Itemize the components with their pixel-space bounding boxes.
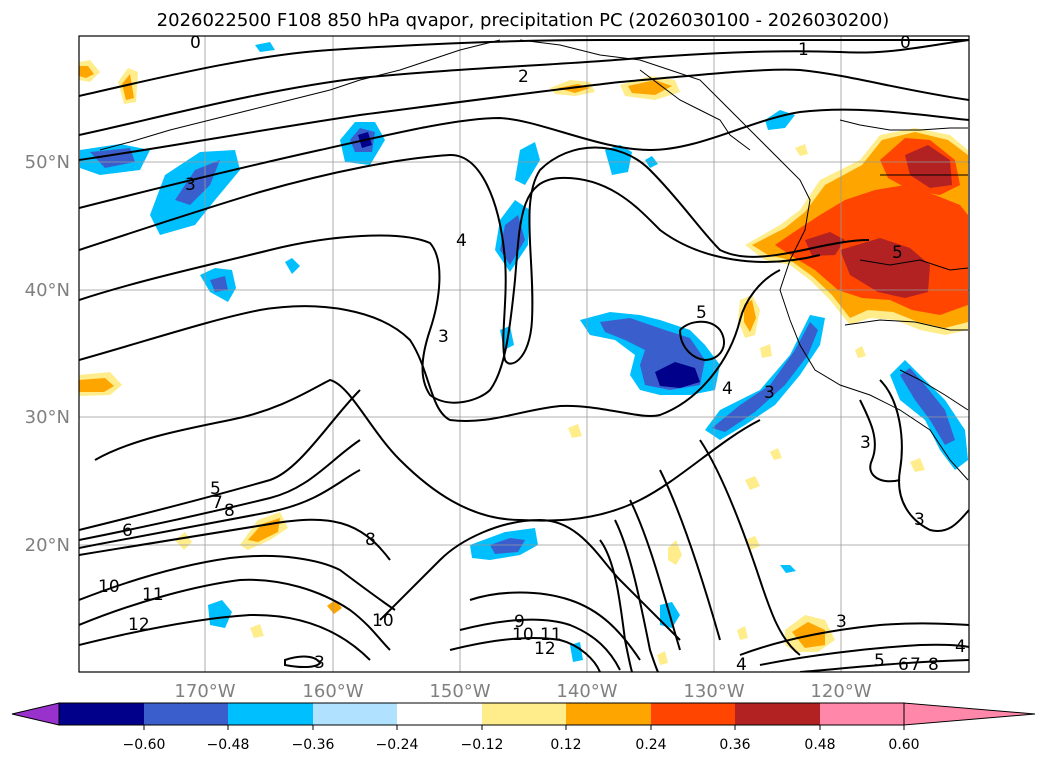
contour-label: 11 [540,625,562,645]
lon-label: 160°W [302,681,363,702]
contour-label: 12 [128,615,150,635]
contour-label: 3 [836,612,847,632]
colorbar-segment [651,703,735,725]
colorbar-tick-label: −0.24 [376,737,419,753]
contour-label: 0 [190,33,201,53]
lat-label: 30°N [25,407,70,428]
colorbar-tick-label: 0.12 [550,737,581,753]
longitude-labels: 170°W 160°W 150°W 140°W 130°W 120°W [174,681,871,702]
colorbar-tick-label: −0.60 [123,737,166,753]
colorbar-tick-label: −0.48 [207,737,250,753]
colorbar-segment [566,703,651,725]
lon-label: 120°W [810,681,871,702]
precip-positive-shading [79,60,968,665]
contour-label: 3 [914,510,925,530]
lon-label: 130°W [683,681,744,702]
colorbar-segment [482,703,566,725]
lat-label: 20°N [25,535,70,556]
contour-label: 4 [722,379,733,399]
contour-label: 10 [372,611,394,631]
contour-label: 6 [122,521,133,541]
colorbar-segment [59,703,144,725]
map-content: 0 0 1 2 3 4 3 5 4 3 5 3 3 5 7 8 6 8 10 1… [79,33,969,675]
contour-labels: 0 0 1 2 3 4 3 5 4 3 5 3 3 5 7 8 6 8 10 1… [98,33,966,675]
contour-label: 2 [518,67,529,87]
lon-label: 170°W [174,681,235,702]
contour-label: 4 [456,231,467,251]
contour-label: 0 [900,33,911,53]
map-frame [78,35,970,673]
contour-label: 1 [798,40,809,60]
contour-label: 10 [98,577,120,597]
colorbar-segment [735,703,820,725]
contour-label: 10 [512,625,534,645]
contour-label: 12 [534,639,556,659]
latitude-labels: 50°N 40°N 30°N 20°N [25,152,70,556]
lon-label: 150°W [429,681,490,702]
coastlines [99,39,969,481]
precip-negative-shading [80,42,968,662]
lat-label: 50°N [25,152,70,173]
contour-label: 7 [910,655,921,675]
contour-label: 3 [438,327,449,347]
qvapor-contours [79,38,969,672]
colorbar-extend-low [11,702,60,726]
colorbar-tick-label: 0.48 [804,737,835,753]
contour-label: 4 [736,655,747,675]
figure-title: 2026022500 F108 850 hPa qvapor, precipit… [157,10,890,31]
lat-label: 40°N [25,280,70,301]
contour-label: 3 [314,653,325,673]
colorbar-segment [144,703,228,725]
contour-label: 6 [898,655,909,675]
contour-label: 8 [365,530,376,550]
lon-label: 140°W [556,681,617,702]
contour-label: 5 [696,303,707,323]
contour-label: 4 [955,637,966,657]
colorbar-tick-label: −0.12 [461,737,504,753]
colorbar-segment [228,703,313,725]
colorbar-segment [397,703,482,725]
colorbar-segment [313,703,397,725]
contour-label: 7 [212,493,223,513]
contour-label: 8 [224,501,235,521]
colorbar: −0.60 −0.48 −0.36 −0.24 −0.12 0.12 0.24 … [11,702,1036,753]
colorbar-extend-high [903,702,1036,726]
contour-label: 3 [185,175,196,195]
colorbar-segment [820,703,904,725]
contour-label: 9 [514,612,525,632]
colorbar-tick-label: 0.60 [888,737,919,753]
contour-label: 5 [874,651,885,671]
colorbar-tick-label: 0.24 [635,737,666,753]
contour-label: 11 [142,585,164,605]
contour-label: 3 [764,383,775,403]
colorbar-tick-label: −0.36 [292,737,335,753]
contour-label: 5 [892,243,903,263]
contour-label: 8 [928,655,939,675]
colorbar-tick-label: 0.36 [719,737,750,753]
contour-label: 3 [860,433,871,453]
contour-label: 5 [210,479,221,499]
